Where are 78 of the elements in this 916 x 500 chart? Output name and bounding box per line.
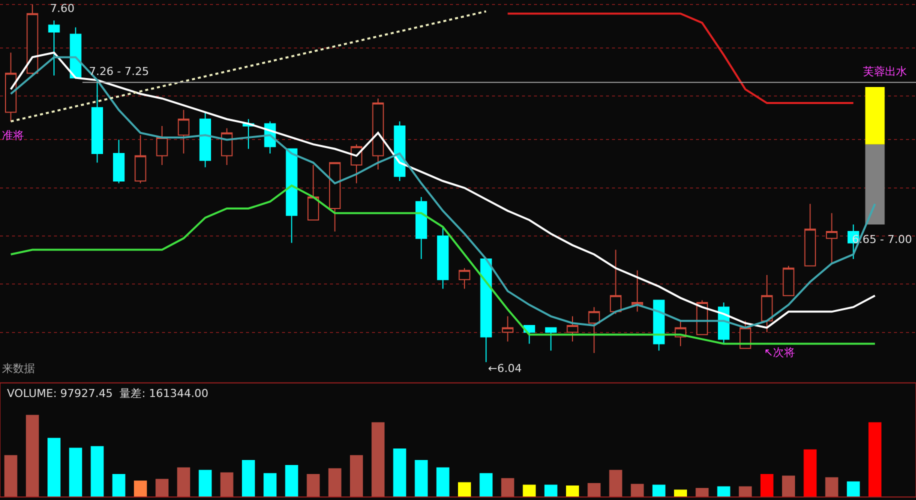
candlestick	[782, 265, 794, 296]
bar	[868, 422, 882, 497]
candlestick	[221, 128, 233, 166]
bar	[436, 467, 450, 497]
candlestick	[26, 4, 38, 76]
candlestick	[178, 109, 190, 154]
candlestick	[761, 274, 773, 333]
bar	[112, 474, 126, 497]
candlestick	[653, 300, 665, 352]
candlestick	[156, 125, 168, 166]
bar	[220, 472, 234, 497]
bar	[480, 473, 493, 497]
bar	[198, 470, 212, 497]
candlestick	[372, 98, 384, 170]
bar	[522, 484, 536, 497]
candlestick	[480, 258, 492, 363]
bar	[501, 478, 514, 497]
annotation: 来数据	[2, 362, 35, 375]
bar	[652, 484, 666, 497]
bar	[4, 455, 18, 497]
bar	[782, 476, 796, 497]
bar	[588, 483, 601, 497]
bar	[846, 481, 860, 497]
bar	[285, 464, 298, 497]
bar	[177, 467, 190, 497]
candlestick	[113, 139, 125, 184]
candlestick	[610, 249, 622, 314]
bar	[738, 486, 752, 497]
annotation: ←6.04	[488, 362, 522, 375]
candlestick	[804, 203, 816, 266]
candlestick	[329, 162, 341, 232]
bar	[696, 488, 709, 497]
bar	[242, 460, 255, 497]
bar	[69, 448, 82, 497]
candlestick	[826, 212, 838, 264]
candlestick	[286, 148, 298, 244]
annotation: 芙蓉出水	[863, 65, 907, 78]
bar	[372, 422, 385, 497]
bar	[156, 478, 169, 497]
candlestick	[545, 327, 557, 352]
bar	[825, 477, 838, 497]
candlestick	[91, 80, 104, 164]
annotation: 7.60	[50, 2, 74, 15]
bar	[48, 438, 60, 497]
candlestick	[199, 112, 212, 168]
bar	[393, 448, 406, 497]
bar	[630, 484, 644, 497]
candlestick	[415, 196, 428, 260]
candlestick	[588, 306, 600, 354]
candlestick	[5, 52, 17, 122]
ref-line-label: 7.26 - 7.25	[89, 65, 149, 78]
candlestick	[632, 270, 644, 312]
bar	[26, 414, 39, 497]
bar	[328, 468, 342, 497]
bar	[674, 490, 687, 497]
bar	[566, 486, 579, 497]
annotation: 准将	[2, 129, 24, 142]
bar	[414, 460, 428, 497]
bar	[458, 482, 471, 497]
candlestick	[437, 226, 449, 290]
candlestick	[458, 268, 470, 290]
candlestick	[48, 20, 60, 76]
candlestick	[307, 164, 320, 220]
bar	[609, 470, 622, 497]
bar	[760, 474, 774, 497]
bar	[306, 474, 320, 497]
bar	[804, 449, 817, 497]
bar	[134, 480, 147, 497]
bar	[264, 473, 277, 497]
candlestick	[502, 316, 514, 342]
chart-title: VOLUME: 97927.45 量差: 161344.00	[7, 387, 208, 400]
annotation: ↖次将	[764, 346, 796, 359]
bar	[544, 484, 558, 497]
candlestick	[566, 316, 578, 342]
candlestick	[134, 134, 146, 184]
bar	[350, 455, 363, 497]
bar	[90, 446, 104, 497]
bar	[717, 486, 730, 497]
